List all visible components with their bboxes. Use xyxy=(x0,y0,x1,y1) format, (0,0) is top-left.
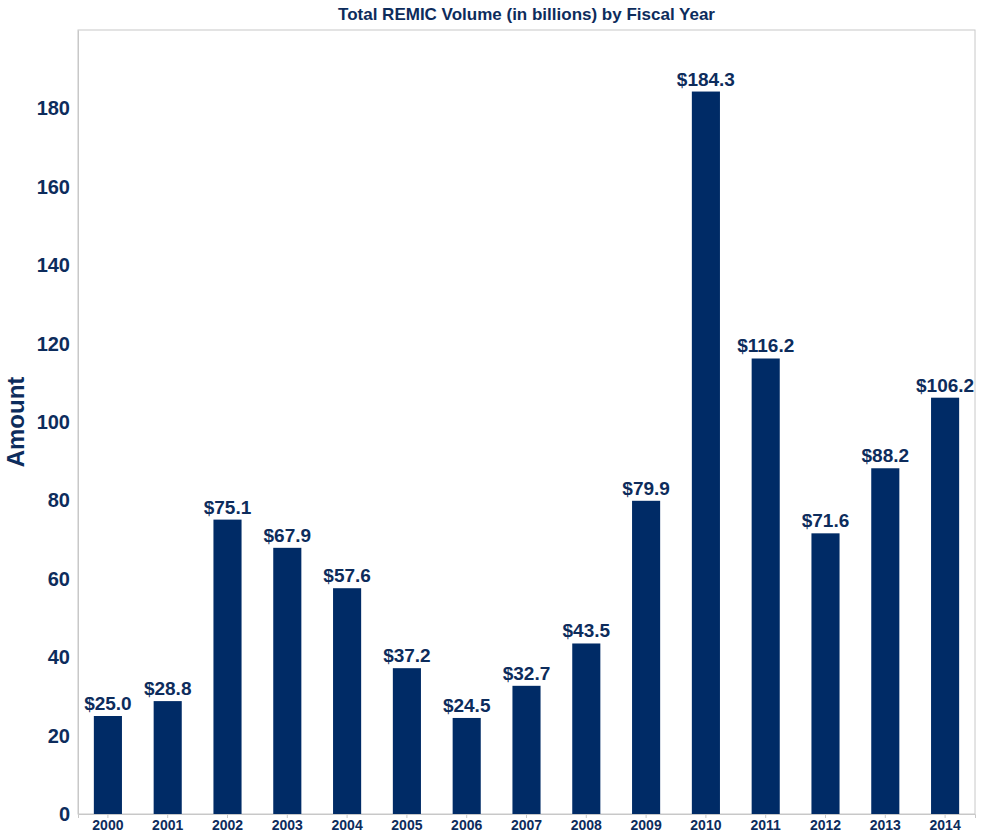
x-tick-label: 2014 xyxy=(930,817,961,833)
data-label: $43.5 xyxy=(563,620,611,641)
x-tick-label: 2005 xyxy=(391,817,422,833)
y-tick: 40 xyxy=(48,646,78,668)
data-label: $79.9 xyxy=(622,478,670,499)
x-tick: 2006 xyxy=(451,814,482,833)
y-tick-label: 60 xyxy=(48,568,70,590)
y-tick-label: 80 xyxy=(48,489,70,511)
bar xyxy=(512,686,540,814)
bar xyxy=(632,501,660,814)
y-tick-label: 0 xyxy=(59,803,70,825)
y-axis-title: Amount xyxy=(2,377,29,468)
data-label: $37.2 xyxy=(383,645,431,666)
bar xyxy=(154,701,182,814)
bar xyxy=(811,533,839,814)
data-label: $24.5 xyxy=(443,695,491,716)
x-tick: 2014 xyxy=(930,814,961,833)
x-tick: 2011 xyxy=(751,814,782,833)
data-label: $71.6 xyxy=(802,510,850,531)
y-tick-label: 160 xyxy=(37,176,70,198)
y-tick: 100 xyxy=(37,411,78,433)
plot-frame xyxy=(78,30,975,814)
x-tick: 2009 xyxy=(631,814,662,833)
y-tick-label: 40 xyxy=(48,646,70,668)
x-axis: 2000 2001 2002 2003 2004 2005 2006 2007 2008 2009… xyxy=(79,814,976,833)
x-tick-label: 2008 xyxy=(571,817,602,833)
x-tick: 2008 xyxy=(571,814,602,833)
bar xyxy=(871,468,899,814)
data-label: $184.3 xyxy=(677,69,735,90)
x-tick: 2002 xyxy=(212,814,243,833)
bar xyxy=(213,520,241,814)
data-label: $88.2 xyxy=(862,445,910,466)
y-axis-line xyxy=(78,31,79,815)
data-label: $28.8 xyxy=(144,678,192,699)
data-label: $32.7 xyxy=(503,663,551,684)
data-label: $67.9 xyxy=(264,525,312,546)
y-tick: 140 xyxy=(37,254,78,276)
y-tick: 80 xyxy=(48,489,78,511)
y-tick-label: 180 xyxy=(37,97,70,119)
x-tick-label: 2012 xyxy=(810,817,841,833)
x-tick: 2001 xyxy=(152,814,183,833)
bar xyxy=(692,92,720,814)
data-label: $25.0 xyxy=(84,693,132,714)
y-tick: 160 xyxy=(37,176,78,198)
x-tick: 2005 xyxy=(391,814,422,833)
bar xyxy=(752,358,780,814)
x-tick-label: 2007 xyxy=(511,817,542,833)
bar xyxy=(333,588,361,814)
x-tick: 2012 xyxy=(810,814,841,833)
x-tick-label: 2010 xyxy=(690,817,721,833)
data-labels: $25.0 $28.8 $75.1 $67.9 $57.6 $37.2 $24.5 $32.7… xyxy=(84,69,974,716)
chart: $25.0 $28.8 $75.1 $67.9 $57.6 $37.2 $24.5 $32.7… xyxy=(0,0,981,838)
x-tick-label: 2001 xyxy=(152,817,183,833)
data-label: $116.2 xyxy=(737,335,794,356)
x-tick: 2007 xyxy=(511,814,542,833)
x-tick: 2004 xyxy=(332,814,363,833)
data-label: $106.2 xyxy=(916,375,974,396)
x-tick-label: 2013 xyxy=(870,817,901,833)
x-tick: 2010 xyxy=(690,814,721,833)
data-label: $57.6 xyxy=(323,565,371,586)
x-tick: 2013 xyxy=(870,814,901,833)
bar xyxy=(393,668,421,814)
bar xyxy=(273,548,301,814)
x-tick: 2003 xyxy=(272,814,303,833)
bar xyxy=(572,643,600,814)
x-tick-label: 2003 xyxy=(272,817,303,833)
bar xyxy=(94,716,122,814)
x-tick: 2000 xyxy=(92,814,123,833)
x-tick-label: 2000 xyxy=(92,817,123,833)
bar xyxy=(931,398,959,814)
bar xyxy=(453,718,481,814)
y-tick: 180 xyxy=(37,97,78,119)
y-tick-label: 20 xyxy=(48,725,70,747)
y-tick: 120 xyxy=(37,333,78,355)
chart-title: Total REMIC Volume (in billions) by Fisc… xyxy=(338,5,715,24)
y-tick-label: 100 xyxy=(37,411,70,433)
data-label: $75.1 xyxy=(204,497,252,518)
y-tick-label: 120 xyxy=(37,333,70,355)
y-tick-label: 140 xyxy=(37,254,70,276)
y-tick: 0 xyxy=(59,803,78,825)
x-tick-label: 2006 xyxy=(451,817,482,833)
y-axis: 0 20 40 60 80 100 120 140 160 180 xyxy=(37,31,79,825)
x-tick-label: 2009 xyxy=(631,817,662,833)
y-tick: 20 xyxy=(48,725,78,747)
x-tick-label: 2004 xyxy=(332,817,363,833)
bars xyxy=(94,92,959,814)
y-tick: 60 xyxy=(48,568,78,590)
x-tick-label: 2011 xyxy=(751,817,782,833)
x-tick-label: 2002 xyxy=(212,817,243,833)
